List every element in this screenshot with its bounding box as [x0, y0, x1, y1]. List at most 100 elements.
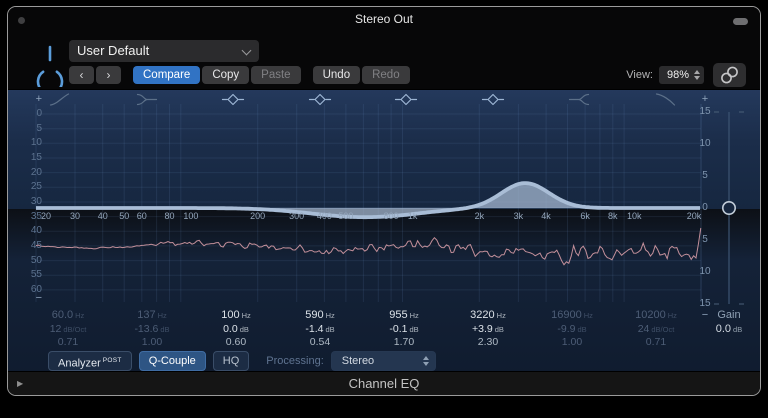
- plugin-window: Stereo Out User Default ‹ › Compare Copy…: [7, 6, 761, 396]
- view-label: View:: [626, 69, 653, 81]
- band-4-bell-icon[interactable]: [308, 92, 332, 107]
- band-6-frequency[interactable]: 3220 Hz: [470, 309, 506, 321]
- gain-slider-knob[interactable]: [721, 201, 736, 216]
- view-zoom-stepper[interactable]: 98%: [658, 66, 704, 84]
- left-scale-plus: +: [35, 93, 42, 105]
- band-3-params[interactable]: 100 Hz 0.0 dB 0.60: [194, 308, 278, 349]
- freq-tick-30: 30: [70, 211, 81, 221]
- band-7-q[interactable]: 1.00: [561, 336, 583, 348]
- disclosure-triangle-icon[interactable]: ▶: [17, 379, 24, 388]
- left-scale-tick: 30: [30, 195, 42, 207]
- preset-dropdown[interactable]: User Default: [69, 40, 259, 62]
- master-gain-readout: Gain 0.0 dB: [700, 308, 758, 337]
- band-2-lowshelf-icon[interactable]: [135, 92, 159, 107]
- preset-name: User Default: [77, 43, 150, 58]
- processing-select[interactable]: Stereo: [330, 351, 436, 371]
- band-4-frequency[interactable]: 590 Hz: [305, 309, 335, 321]
- band-8-q[interactable]: 0.71: [645, 336, 667, 348]
- band-5-frequency[interactable]: 955 Hz: [389, 309, 419, 321]
- band-1-frequency[interactable]: 60.0 Hz: [51, 309, 85, 321]
- band-3-frequency[interactable]: 100 Hz: [221, 309, 251, 321]
- right-scale-tick: 5: [702, 234, 708, 245]
- copy-button[interactable]: Copy: [202, 66, 250, 84]
- freq-tick-6k: 6k: [580, 211, 590, 221]
- band-7-highshelf-icon[interactable]: [567, 92, 591, 107]
- band-2-q[interactable]: 1.00: [141, 336, 163, 348]
- band-8-params[interactable]: 10200 Hz 24 dB/Oct 0.71: [614, 308, 698, 349]
- band-3-q[interactable]: 0.60: [225, 336, 247, 348]
- band-5-bell-icon[interactable]: [394, 92, 418, 107]
- hq-button[interactable]: HQ: [212, 351, 250, 371]
- band-icons-row: [48, 92, 678, 108]
- band-3-bell-icon[interactable]: [221, 92, 245, 107]
- freq-tick-400: 400: [316, 211, 332, 221]
- gain-value[interactable]: 0.0 dB: [715, 323, 743, 335]
- band-1-highpass-icon[interactable]: [48, 92, 72, 107]
- power-icon: [36, 45, 64, 95]
- freq-tick-8k: 8k: [608, 211, 618, 221]
- redo-button[interactable]: Redo: [362, 66, 410, 84]
- band-7-gain[interactable]: -9.9 dB: [557, 323, 587, 335]
- band-8-gain[interactable]: 24 dB/Oct: [637, 323, 675, 335]
- q-couple-button[interactable]: Q-Couple: [138, 351, 206, 371]
- plugin-header: User Default ‹ › Compare Copy Paste Undo…: [8, 33, 760, 95]
- band-8-lowpass-icon[interactable]: [654, 92, 678, 107]
- band-2-frequency[interactable]: 137 Hz: [137, 309, 167, 321]
- band-2-params[interactable]: 137 Hz -13.6 dB 1.00: [110, 308, 194, 349]
- link-icon: [721, 66, 738, 84]
- freq-tick-60: 60: [136, 211, 147, 221]
- eq-display-area: +0 5 10 15 20 25 30 35 40 45 50 55 60− +15 10 5 0 5 10 15−2…: [8, 90, 761, 373]
- band-4-q[interactable]: 0.54: [309, 336, 331, 348]
- paste-button[interactable]: Paste: [251, 66, 301, 84]
- left-scale-tick: 45: [30, 239, 42, 251]
- left-scale-tick: 0: [36, 108, 42, 119]
- left-scale-tick: 15: [30, 151, 42, 163]
- stepper-icon[interactable]: [694, 70, 700, 80]
- analyzer-button[interactable]: Analyzer POST: [48, 351, 132, 371]
- band-1-params[interactable]: 60.0 Hz 12 dB/Oct 0.71: [26, 308, 110, 349]
- power-button[interactable]: [22, 36, 66, 95]
- plugin-name: Channel EQ: [348, 376, 420, 391]
- band-1-gain[interactable]: 12 dB/Oct: [49, 323, 87, 335]
- stepper-icon: [422, 356, 429, 366]
- left-scale-tick: 40: [30, 225, 42, 237]
- band-7-frequency[interactable]: 16900 Hz: [551, 309, 593, 321]
- band-6-gain[interactable]: +3.9 dB: [472, 323, 504, 335]
- right-scale-tick: 15: [699, 106, 711, 117]
- window-title: Stereo Out: [354, 12, 414, 26]
- band-4-gain[interactable]: -1.4 dB: [305, 323, 335, 335]
- freq-tick-40: 40: [97, 211, 108, 221]
- sidechain-dot-icon[interactable]: [18, 17, 25, 24]
- next-preset-button[interactable]: ›: [96, 66, 121, 84]
- band-7-params[interactable]: 16900 Hz -9.9 dB 1.00: [530, 308, 614, 349]
- band-1-q[interactable]: 0.71: [57, 336, 79, 348]
- titlebar: Stereo Out: [8, 7, 760, 33]
- left-scale-tick: 55: [30, 269, 42, 281]
- plugin-footer: ▶ Channel EQ: [8, 371, 760, 395]
- band-6-q[interactable]: 2.30: [477, 336, 499, 348]
- band-3-gain[interactable]: 0.0 dB: [223, 323, 249, 335]
- band-6-params[interactable]: 3220 Hz +3.9 dB 2.30: [446, 308, 530, 349]
- band-5-gain[interactable]: -0.1 dB: [389, 323, 419, 335]
- link-button[interactable]: [713, 63, 746, 87]
- eq-toolbar: Analyzer POST Q-Couple HQ Processing: Ste…: [48, 351, 436, 371]
- band-6-bell-icon[interactable]: [481, 92, 505, 107]
- undo-button[interactable]: Undo: [312, 66, 361, 84]
- header-controls: ‹ › Compare Copy Paste Undo Redo: [69, 66, 412, 84]
- eq-plot[interactable]: [8, 90, 761, 373]
- processing-label: Processing:: [266, 355, 324, 367]
- freq-tick-1k: 1k: [407, 211, 418, 221]
- right-scale-tick: 15: [699, 298, 711, 309]
- prev-preset-button[interactable]: ‹: [69, 66, 94, 84]
- band-4-params[interactable]: 590 Hz -1.4 dB 0.54: [278, 308, 362, 349]
- freq-tick-50: 50: [119, 211, 130, 221]
- band-5-params[interactable]: 955 Hz -0.1 dB 1.70: [362, 308, 446, 349]
- band-2-gain[interactable]: -13.6 dB: [134, 323, 170, 335]
- gain-label: Gain: [717, 309, 741, 321]
- band-8-frequency[interactable]: 10200 Hz: [635, 309, 677, 321]
- freq-tick-500: 500: [338, 211, 354, 221]
- titlebar-pill-icon[interactable]: [733, 18, 748, 25]
- left-scale-tick: 25: [30, 181, 42, 193]
- band-5-q[interactable]: 1.70: [393, 336, 415, 348]
- compare-button[interactable]: Compare: [133, 66, 201, 84]
